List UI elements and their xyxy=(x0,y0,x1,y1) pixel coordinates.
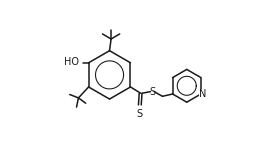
Text: S: S xyxy=(149,87,155,97)
Text: HO: HO xyxy=(64,57,79,67)
Text: S: S xyxy=(137,109,143,119)
Text: N: N xyxy=(199,89,207,99)
